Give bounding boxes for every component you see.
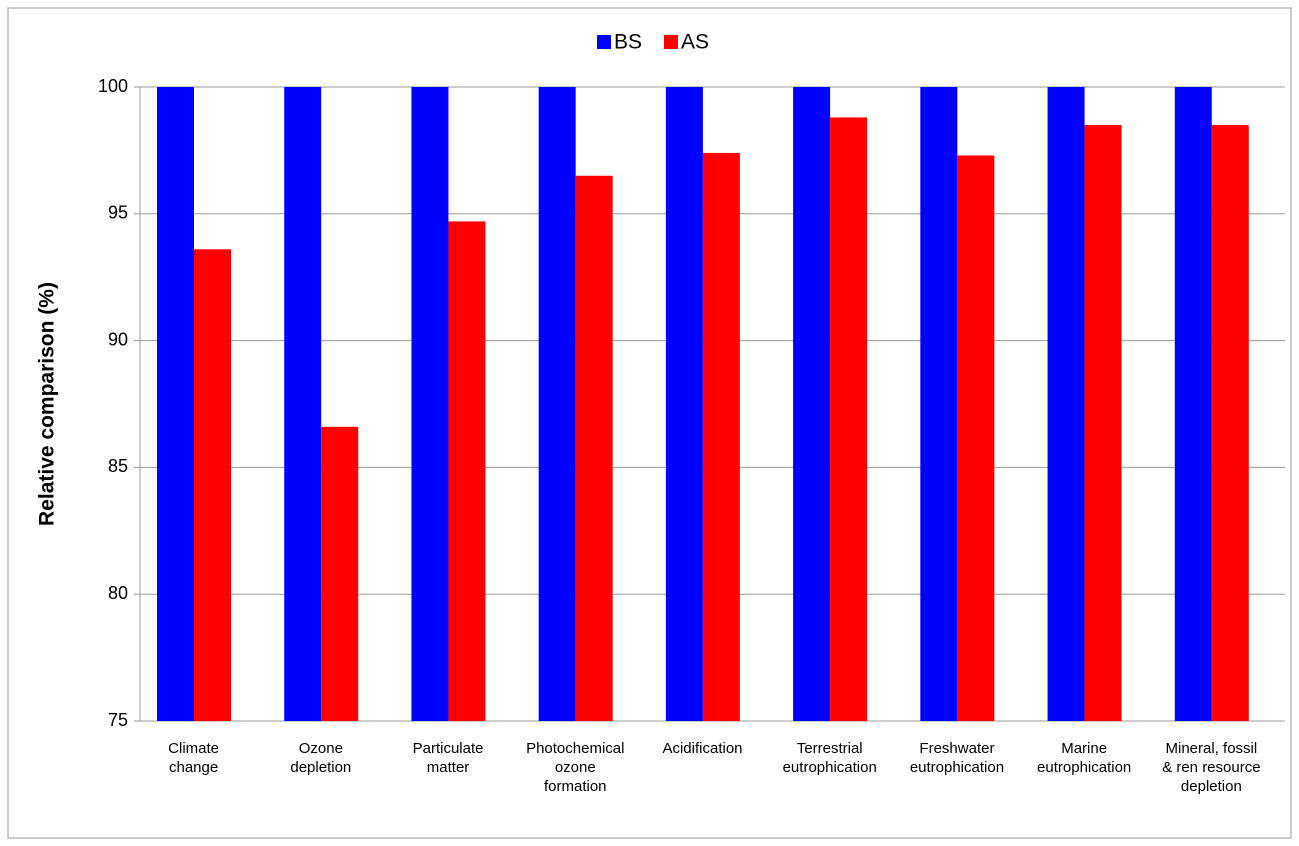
bar: [448, 221, 486, 721]
bar: [157, 87, 194, 721]
legend-label: AS: [681, 31, 709, 54]
bar: [702, 152, 740, 721]
bar: [538, 87, 576, 721]
x-tick-label: Acidification: [662, 740, 743, 757]
x-tick-label: Photochemical ozone formation: [526, 740, 625, 795]
y-tick-label: 95: [108, 203, 128, 223]
x-tick-label: Freshwater eutrophication: [909, 740, 1005, 776]
bar: [575, 175, 613, 721]
bar: [1174, 87, 1212, 721]
bar: [665, 87, 703, 721]
bar: [920, 87, 958, 721]
x-tick-label: Ozone depletion: [290, 740, 352, 776]
y-tick-label: 90: [108, 329, 128, 349]
bar: [1211, 125, 1249, 722]
bar: [284, 87, 322, 721]
bar: [957, 155, 995, 722]
bar: [1047, 87, 1085, 721]
legend-swatch: [597, 35, 611, 49]
x-tick-label: Climate change: [168, 740, 220, 776]
chart-border: [7, 7, 1292, 839]
bar: [830, 117, 868, 721]
y-tick-label: 80: [108, 583, 128, 603]
bar: [321, 426, 359, 721]
x-tick-label: Marine eutrophication: [1037, 740, 1132, 776]
x-tick-label: Particulate matter: [412, 740, 484, 776]
bar: [793, 87, 831, 721]
bar: [411, 87, 449, 721]
bar: [194, 249, 231, 721]
y-tick-label: 85: [108, 456, 128, 476]
y-axis-label: Relative comparison (%): [36, 282, 59, 526]
x-tick-label: Mineral, fossil & ren resource depletion: [1162, 740, 1261, 795]
legend-swatch: [664, 35, 678, 49]
legend-label: BS: [614, 31, 642, 54]
y-tick-label: 75: [108, 710, 128, 730]
x-tick-label: Terrestrial eutrophication: [782, 740, 877, 776]
y-tick-label: 100: [98, 76, 128, 96]
bar: [1084, 125, 1122, 722]
